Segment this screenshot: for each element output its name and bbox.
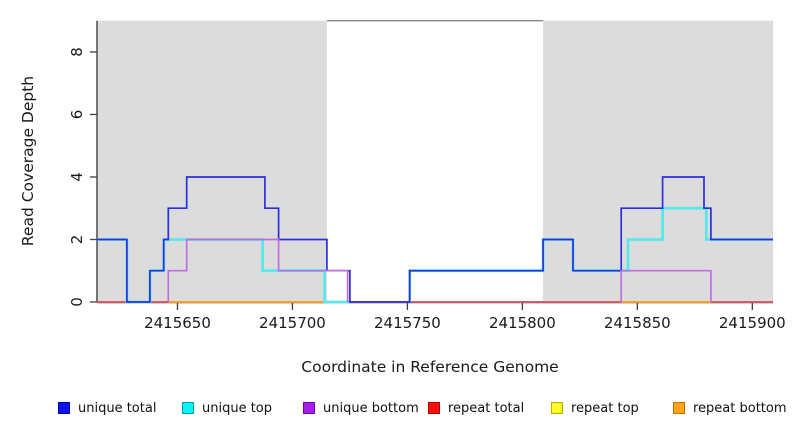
axes: 2415650 2415700 2415750 2415800 2415850 24159… xyxy=(68,20,786,332)
legend-swatch-unique-top xyxy=(182,402,194,414)
legend-label: unique bottom xyxy=(323,400,419,416)
legend-swatch-repeat-top xyxy=(551,402,563,414)
x-tick-label: 2415800 xyxy=(489,314,556,332)
legend: unique total unique top unique bottom repea… xyxy=(0,398,792,422)
x-tick-label: 2415650 xyxy=(144,314,211,332)
left-gray-region xyxy=(97,20,327,302)
series-unique-bottom xyxy=(167,238,349,302)
legend-swatch-unique-bottom xyxy=(303,402,315,414)
legend-label: repeat top xyxy=(571,400,639,416)
legend-item-unique-total: unique total xyxy=(58,398,156,418)
legend-swatch-repeat-bottom xyxy=(673,402,685,414)
x-tick-label: 2415850 xyxy=(604,314,671,332)
legend-label: repeat bottom xyxy=(693,400,787,416)
y-tick-label: 6 xyxy=(68,110,86,120)
series-unique-bottom xyxy=(620,269,712,302)
legend-label: repeat total xyxy=(448,400,525,416)
legend-item-unique-top: unique top xyxy=(182,398,272,418)
legend-item-unique-bottom: unique bottom xyxy=(303,398,419,418)
series-lines xyxy=(97,176,773,304)
y-tick-label: 8 xyxy=(68,47,86,57)
x-tick-label: 2415700 xyxy=(259,314,326,332)
x-tick-label: 2415750 xyxy=(374,314,441,332)
y-tick-label: 0 xyxy=(68,297,86,307)
shaded-regions xyxy=(97,20,773,302)
y-tick-label: 4 xyxy=(68,172,86,182)
legend-label: unique top xyxy=(202,400,273,416)
right-gray-region xyxy=(543,20,773,302)
legend-swatch-unique-total xyxy=(58,402,70,414)
y-tick-label: 2 xyxy=(68,235,86,245)
x-tick-label: 2415900 xyxy=(719,314,786,332)
legend-item-repeat-bottom: repeat bottom xyxy=(673,398,787,418)
y-axis-title: Read Coverage Depth xyxy=(19,76,37,246)
x-axis-title: Coordinate in Reference Genome xyxy=(301,358,558,376)
legend-label: unique total xyxy=(78,400,157,416)
legend-item-repeat-total: repeat total xyxy=(428,398,524,418)
legend-item-repeat-top: repeat top xyxy=(551,398,639,418)
legend-swatch-repeat-total xyxy=(428,402,440,414)
